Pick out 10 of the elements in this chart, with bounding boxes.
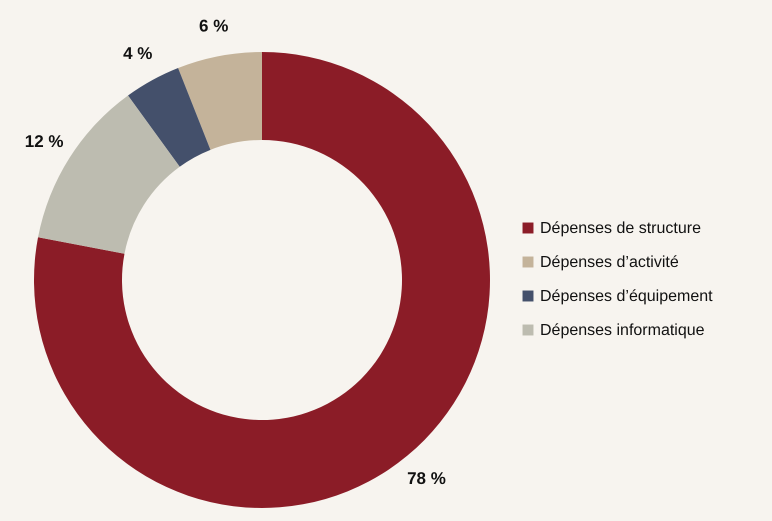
donut-slice: [178, 52, 262, 150]
data-label: 6 %: [199, 16, 228, 36]
legend-label: Dépenses de structure: [540, 220, 702, 237]
legend-label: Dépenses informatique: [540, 322, 705, 339]
data-label: 12 %: [24, 132, 64, 151]
data-label: 4 %: [123, 44, 152, 63]
donut-slice: [128, 68, 210, 167]
legend-label: Dépenses d’équipement: [540, 288, 714, 305]
data-label: 78 %: [407, 468, 446, 488]
legend-label: Dépenses d’activité: [540, 254, 679, 271]
